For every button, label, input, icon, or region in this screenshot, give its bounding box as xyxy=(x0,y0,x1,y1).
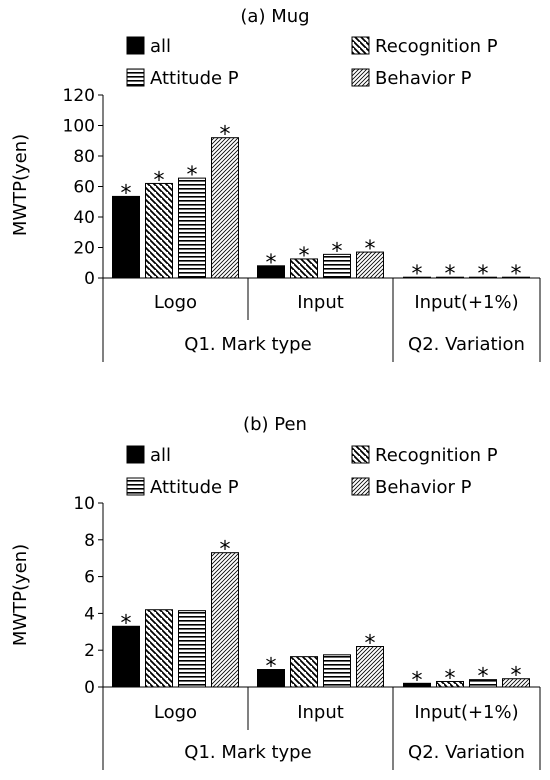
significance-star: * xyxy=(478,262,489,287)
significance-star: * xyxy=(412,668,423,693)
significance-star: * xyxy=(266,655,277,680)
y-tick-label: 60 xyxy=(73,178,95,198)
significance-star: * xyxy=(332,239,343,264)
bar-recognition-p-logo xyxy=(145,609,173,688)
bar-attitude-p-logo xyxy=(178,610,206,688)
y-tick-label: 100 xyxy=(63,117,95,137)
legend-item-all: all xyxy=(126,36,171,57)
legend-label: Behavior P xyxy=(375,68,472,89)
significance-star: * xyxy=(299,244,310,269)
significance-star: * xyxy=(154,168,165,193)
bar-all-logo xyxy=(112,625,140,688)
significance-star: * xyxy=(220,538,231,563)
significance-star: * xyxy=(266,251,277,276)
significance-star: * xyxy=(365,237,376,262)
x-axis: Logo Input Input(+1%) Q1. Mark type Q2. Vari… xyxy=(103,686,541,770)
legend-swatch xyxy=(126,68,145,87)
y-tick-label: 0 xyxy=(84,678,95,698)
legend-swatch xyxy=(351,68,370,87)
legend-swatch xyxy=(126,445,145,464)
x-category-label: Logo xyxy=(154,292,197,313)
legend-label: Attitude P xyxy=(150,68,239,89)
legend-item-recognition-p: Recognition P xyxy=(351,36,498,57)
y-tick-label: 20 xyxy=(73,239,95,259)
x-group-label: Q1. Mark type xyxy=(184,742,311,763)
significance-star: * xyxy=(511,262,522,287)
bars: * * * * * * * * * * * * xyxy=(112,123,530,287)
y-axis: 0 20 40 60 80 100 120 xyxy=(63,86,104,362)
x-group-label: Q1. Mark type xyxy=(184,334,311,355)
y-axis: 0 2 4 6 8 10 xyxy=(73,494,104,770)
bar-attitude-p-logo xyxy=(178,177,206,279)
chart-panel-pen: (b) Pen all Recognition P Attitude P Behavi… xyxy=(10,414,541,770)
legend-swatch xyxy=(351,36,370,55)
chart-title: (b) Pen xyxy=(243,414,307,435)
x-group-label: Q2. Variation xyxy=(408,742,525,763)
x-category-label: Input xyxy=(297,292,344,313)
x-axis: Logo Input Input(+1%) Q1. Mark type Q2. Vari… xyxy=(103,277,541,362)
legend-item-all: all xyxy=(126,445,171,466)
significance-star: * xyxy=(121,181,132,206)
x-group-label: Q2. Variation xyxy=(408,334,525,355)
y-tick-label: 2 xyxy=(84,641,95,661)
legend-swatch xyxy=(351,477,370,496)
chart-title: (a) Mug xyxy=(240,6,309,27)
legend-label: all xyxy=(150,36,171,57)
bar-behavior-p-logo xyxy=(211,552,239,688)
significance-star: * xyxy=(412,262,423,287)
y-tick-label: 40 xyxy=(73,208,95,228)
significance-star: * xyxy=(187,163,198,188)
significance-star: * xyxy=(220,123,231,148)
chart-legend: all Recognition P Attitude P Behavior P xyxy=(126,36,498,89)
y-tick-label: 10 xyxy=(73,494,95,514)
x-category-label: Input xyxy=(297,702,344,723)
bar-recognition-p-input xyxy=(290,656,318,688)
significance-star: * xyxy=(445,262,456,287)
y-tick-label: 8 xyxy=(84,531,95,551)
y-axis-label: MWTP(yen) xyxy=(10,544,31,646)
chart-panel-mug: (a) Mug all Recognition P Attitude P Behavi… xyxy=(10,6,541,362)
legend-swatch xyxy=(126,36,145,55)
bar-all-logo xyxy=(112,195,140,279)
significance-star: * xyxy=(121,611,132,636)
legend-item-behavior-p: Behavior P xyxy=(351,68,472,89)
bar-recognition-p-logo xyxy=(145,182,173,279)
significance-star: * xyxy=(445,666,456,691)
legend-label: Recognition P xyxy=(375,36,498,57)
y-tick-label: 4 xyxy=(84,604,95,624)
significance-star: * xyxy=(478,665,489,690)
significance-star: * xyxy=(365,632,376,657)
legend-item-recognition-p: Recognition P xyxy=(351,445,498,466)
x-category-label: Logo xyxy=(154,702,197,723)
bars: * * * * * * * * xyxy=(112,538,530,693)
bar-attitude-p-input xyxy=(323,654,351,688)
x-category-label: Input(+1%) xyxy=(414,292,518,313)
y-tick-label: 80 xyxy=(73,147,95,167)
x-category-label: Input(+1%) xyxy=(414,702,518,723)
bar-behavior-p-logo xyxy=(211,137,239,279)
legend-label: Behavior P xyxy=(375,477,472,498)
legend-label: all xyxy=(150,445,171,466)
y-tick-label: 120 xyxy=(63,86,95,106)
y-axis-label: MWTP(yen) xyxy=(10,134,31,236)
legend-label: Attitude P xyxy=(150,477,239,498)
legend-label: Recognition P xyxy=(375,445,498,466)
y-tick-label: 6 xyxy=(84,568,95,588)
legend-item-attitude-p: Attitude P xyxy=(126,68,239,89)
y-tick-label: 0 xyxy=(84,269,95,289)
chart-legend: all Recognition P Attitude P Behavior P xyxy=(126,445,498,498)
legend-swatch xyxy=(126,477,145,496)
legend-item-attitude-p: Attitude P xyxy=(126,477,239,498)
legend-item-behavior-p: Behavior P xyxy=(351,477,472,498)
legend-swatch xyxy=(351,445,370,464)
significance-star: * xyxy=(511,664,522,689)
